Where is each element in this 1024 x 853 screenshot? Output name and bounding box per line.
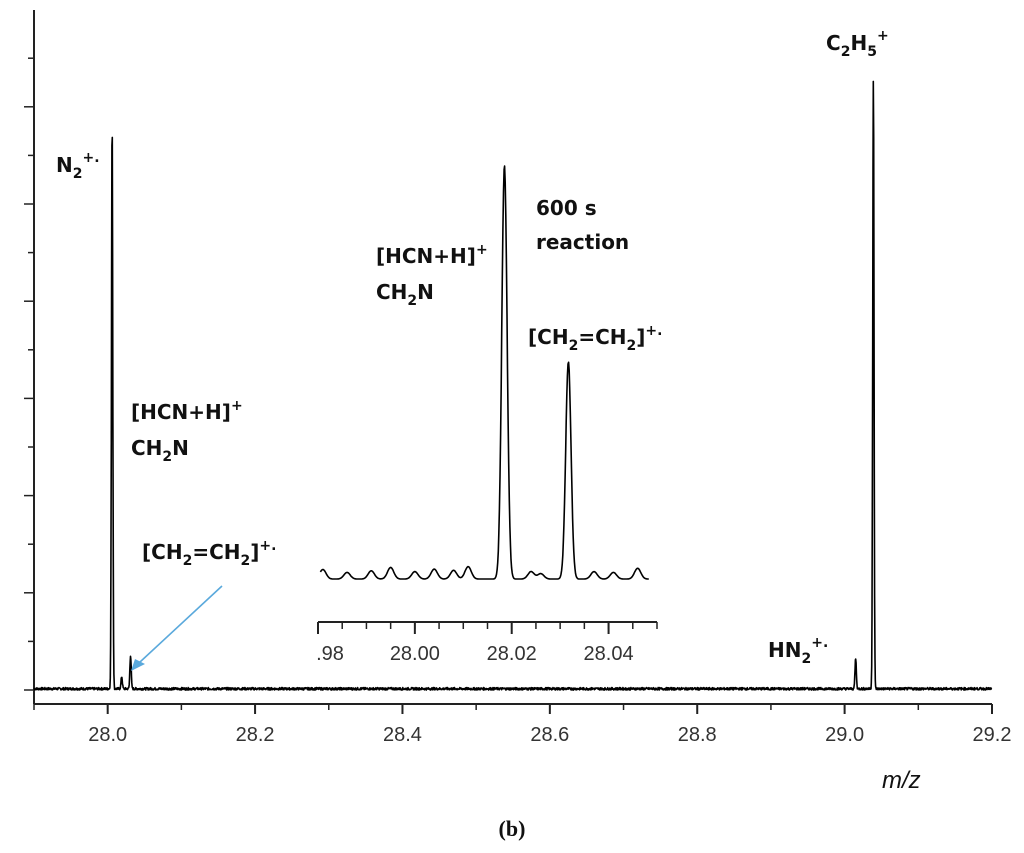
inset-x-tick-label: .98	[316, 643, 344, 665]
x-tick-label: 28.4	[383, 724, 422, 746]
inset-x-axis-ticks: .98 28.00 28.02 28.04	[316, 622, 658, 665]
x-tick-label: 29.2	[973, 724, 1012, 746]
x-tick-label: 29.0	[825, 724, 864, 746]
label-inset-time-line1: 600 s	[536, 196, 597, 220]
label-c2h5: C2H5+	[826, 28, 889, 60]
x-tick-label: 28.8	[678, 724, 717, 746]
label-hcn-main-line2: CH2N	[131, 436, 189, 465]
inset-spectrum-trace	[319, 165, 650, 580]
x-axis-label: m/z	[882, 767, 921, 794]
main-axes: 28.0 28.2 28.4 28.6 28.8 29.0 29.2	[24, 10, 1011, 746]
inset-x-tick-label: 28.04	[584, 643, 634, 665]
x-tick-label: 28.0	[88, 724, 127, 746]
arrow-line	[139, 585, 223, 663]
x-tick-label: 28.6	[530, 724, 569, 746]
label-n2: N2+.	[56, 150, 100, 182]
figure-caption: (b)	[499, 816, 526, 841]
label-ch2-main: [CH2=CH2]+.	[142, 538, 276, 569]
label-hcn-main-line1: [HCN+H]+	[131, 398, 243, 424]
inset-x-tick-label: 28.02	[487, 643, 537, 665]
label-inset-time-line2: reaction	[536, 230, 629, 254]
inset-x-tick-label: 28.00	[390, 643, 440, 665]
y-axis-ticks	[24, 57, 34, 691]
label-hcn-inset-line1: [HCN+H]+	[376, 242, 488, 268]
label-hcn-inset-line2: CH2N	[376, 280, 434, 309]
x-tick-label: 28.2	[236, 724, 275, 746]
x-axis-ticks: 28.0 28.2 28.4 28.6 28.8 29.0 29.2	[33, 704, 1012, 746]
label-ch2-inset: [CH2=CH2]+.	[528, 323, 662, 354]
inset-zoom-panel: .98 28.00 28.02 28.04	[316, 165, 658, 665]
main-spectrum-trace	[33, 80, 993, 691]
pointer-arrow	[131, 585, 223, 671]
arrow-head	[131, 659, 145, 671]
label-hn2: HN2+.	[768, 635, 828, 667]
